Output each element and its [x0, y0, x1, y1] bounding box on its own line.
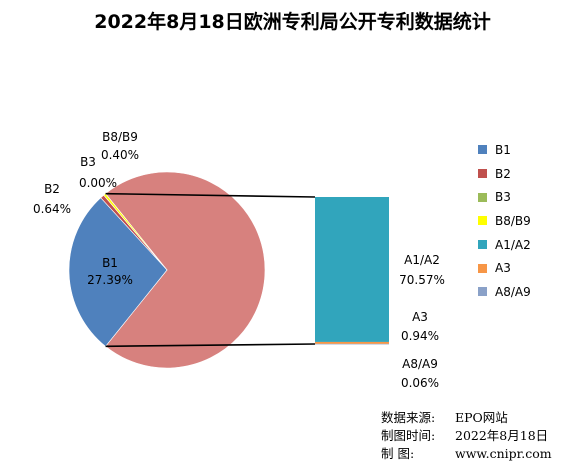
connector-line-bottom — [105, 343, 316, 348]
source-row: 数据来源: EPO网站 — [381, 409, 552, 427]
date-key: 制图时间: — [381, 428, 436, 443]
legend-item: B3 — [478, 185, 531, 209]
legend-label: B1 — [495, 142, 511, 157]
legend-label: B3 — [495, 190, 511, 205]
legend-swatch — [478, 145, 487, 155]
legend-item: A3 — [478, 256, 531, 280]
pie-label-name-b3: B3 — [80, 155, 96, 169]
legend-swatch — [478, 287, 487, 297]
source-value: EPO网站 — [455, 410, 508, 425]
date-row: 制图时间: 2022年8月18日 — [381, 427, 552, 445]
bar-label-value-a8a9: 0.06% — [401, 376, 439, 390]
legend-swatch — [478, 216, 487, 226]
bar-label-name-a3: A3 — [412, 310, 428, 324]
bar-label-value-a1a2: 70.57% — [399, 273, 445, 287]
bar-label-name-a8a9: A8/A9 — [402, 357, 438, 371]
legend-item: A8/A9 — [478, 280, 531, 304]
legend-item: B2 — [478, 162, 531, 186]
pie-slice-b1 — [68, 197, 168, 347]
legend-label: A3 — [495, 261, 511, 276]
legend-swatch — [478, 240, 487, 250]
pie-label-name-b8b9: B8/B9 — [102, 130, 138, 144]
legend-swatch — [478, 263, 487, 273]
bar-label-value-a3: 0.94% — [401, 329, 439, 343]
bar-segment-a1a2 — [315, 197, 389, 342]
maker-value: www.cnipr.com — [455, 446, 552, 461]
legend-label: B2 — [495, 166, 511, 181]
pie-label-value-b1: 27.39% — [87, 273, 133, 287]
pie-label-name-b2: B2 — [44, 182, 60, 196]
pie-label-name-b1: B1 — [102, 256, 118, 270]
chart-title: 2022年8月18日欧洲专利局公开专利数据统计 — [94, 11, 491, 33]
bar-segment-a8a9 — [315, 343, 389, 345]
legend: B1 B2 B3 B8/B9 A1/A2 A3 A8/A9 — [478, 138, 531, 304]
maker-key: 制 图: — [381, 446, 415, 461]
connector-line-top — [105, 192, 316, 198]
pie-label-value-b8b9: 0.40% — [101, 148, 139, 162]
legend-label: A1/A2 — [495, 237, 531, 252]
date-value: 2022年8月18日 — [455, 428, 549, 443]
legend-label: B8/B9 — [495, 213, 531, 228]
bar-segment-a3 — [315, 341, 389, 344]
pie-label-value-b2: 0.64% — [33, 202, 71, 216]
maker-row: 制 图: www.cnipr.com — [381, 445, 552, 463]
legend-swatch — [478, 169, 487, 179]
pie-label-value-b3: 0.00% — [79, 176, 117, 190]
source-key: 数据来源: — [381, 410, 436, 425]
legend-swatch — [478, 192, 487, 202]
legend-item: B1 — [478, 138, 531, 162]
legend-label: A8/A9 — [495, 284, 531, 299]
pie-slice-other — [105, 171, 266, 369]
legend-item: B8/B9 — [478, 209, 531, 233]
legend-item: A1/A2 — [478, 233, 531, 257]
bar-label-name-a1a2: A1/A2 — [404, 253, 440, 267]
source-block: 数据来源: EPO网站 制图时间: 2022年8月18日 制 图: www.cn… — [381, 409, 552, 463]
